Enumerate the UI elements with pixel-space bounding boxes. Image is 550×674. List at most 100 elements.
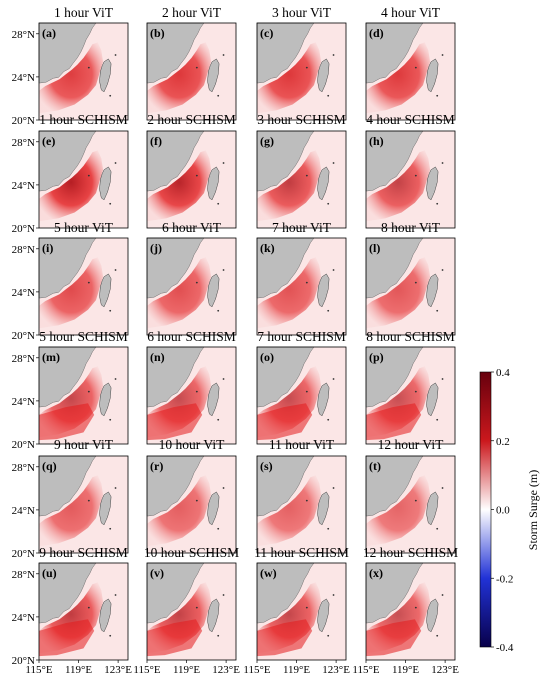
- surge-band: [147, 619, 203, 657]
- surge-band: [147, 403, 203, 441]
- panel-label: (b): [150, 26, 165, 40]
- small-island: [441, 162, 444, 164]
- surge-band: [366, 619, 422, 657]
- panel-title: 1 hour SCHISM: [39, 112, 128, 127]
- mainland: [365, 130, 424, 192]
- mainland: [38, 237, 97, 299]
- taiwan-island: [99, 598, 112, 633]
- y-tick-label: 20°N: [12, 115, 35, 127]
- panel-frame: [146, 455, 237, 554]
- panel-label: (o): [260, 350, 274, 364]
- mainland: [365, 237, 424, 299]
- map-panel: 4 hour ViT (d): [365, 5, 456, 121]
- y-tick-label: 20°N: [12, 439, 35, 451]
- panel-title: 8 hour SCHISM: [366, 329, 455, 344]
- small-island: [305, 606, 308, 609]
- small-island: [305, 499, 308, 502]
- colorbar-tick-label: 0.2: [496, 436, 510, 448]
- small-island: [222, 162, 225, 164]
- mainland: [38, 346, 97, 408]
- mainland: [365, 562, 424, 624]
- panel-title: 4 hour ViT: [381, 5, 441, 20]
- panel-frame: [38, 455, 129, 554]
- panel-frame: [146, 346, 237, 445]
- x-tick-label: 123°E: [322, 664, 350, 674]
- x-tick-label: 123°E: [212, 664, 240, 674]
- taiwan-island: [317, 598, 330, 633]
- panel-frame: [256, 237, 347, 336]
- panel-title: 1 hour ViT: [54, 5, 114, 20]
- small-island: [327, 309, 330, 312]
- panel-frame: [256, 130, 347, 229]
- map-panel: 8 hour SCHISM (p): [365, 329, 456, 445]
- small-island: [414, 499, 417, 502]
- taiwan-island: [207, 58, 220, 93]
- y-tick-label: 20°N: [12, 655, 35, 667]
- small-island: [327, 527, 330, 530]
- map-panel: 5 hour SCHISM (m) 28°N 24°N 20°N: [12, 329, 129, 451]
- small-island: [332, 487, 335, 489]
- taiwan-island: [317, 382, 330, 417]
- y-tick-label: 20°N: [12, 548, 35, 560]
- y-tick-label: 20°N: [12, 223, 35, 235]
- panel-label: (m): [42, 350, 60, 364]
- small-island: [441, 269, 444, 271]
- colorbar-ticks: 0.4 0.2 0.0 -0.2 -0.4: [491, 367, 514, 654]
- map-panel: 6 hour SCHISM (n): [146, 329, 237, 445]
- panel-title: 2 hour SCHISM: [147, 112, 236, 127]
- surge-field: [366, 42, 431, 114]
- taiwan-island: [426, 273, 439, 308]
- small-island: [109, 202, 112, 205]
- x-tick-label: 119°E: [173, 664, 200, 674]
- mainland: [365, 22, 424, 84]
- panel-title: 5 hour ViT: [54, 220, 114, 235]
- small-island: [195, 174, 198, 177]
- small-island: [441, 594, 444, 596]
- small-island: [195, 390, 198, 393]
- taiwan-island: [99, 382, 112, 417]
- panel-frame: [256, 346, 347, 445]
- panel-frame: [38, 22, 129, 121]
- small-island: [436, 309, 439, 312]
- surge-field: [39, 257, 104, 329]
- panel-label: (v): [150, 566, 164, 580]
- surge-band: [257, 619, 313, 657]
- panel-title: 6 hour SCHISM: [147, 329, 236, 344]
- y-tick-label: 24°N: [12, 180, 35, 192]
- x-tick-label: 115°E: [243, 664, 270, 674]
- panel-title: 5 hour SCHISM: [39, 329, 128, 344]
- surge-field: [39, 475, 104, 547]
- panel-title: 10 hour SCHISM: [144, 545, 239, 560]
- small-island: [414, 66, 417, 69]
- colorbar-tick-label: -0.4: [496, 642, 514, 654]
- small-island: [109, 634, 112, 637]
- map-panel: 1 hour ViT (a) 28°N 24°N 20°N: [12, 5, 129, 127]
- panel-frame: [146, 130, 237, 229]
- colorbar-rect: [479, 371, 492, 648]
- taiwan-island: [207, 273, 220, 308]
- map-panel: 2 hour SCHISM (f): [146, 112, 237, 229]
- map-panel: 8 hour ViT(l): [365, 220, 456, 336]
- panel-label: (r): [150, 459, 163, 473]
- taiwan-island: [426, 382, 439, 417]
- y-tick-label: 24°N: [12, 505, 35, 517]
- y-tick-label: 28°N: [12, 462, 35, 474]
- surge-field: [39, 150, 104, 222]
- x-tick-label: 119°E: [392, 664, 419, 674]
- small-island: [109, 418, 112, 421]
- y-tick-label: 28°N: [12, 244, 35, 256]
- colorbar: 0.4 0.2 0.0 -0.2 -0.4 Storm Surge (m): [479, 367, 540, 654]
- small-island: [332, 594, 335, 596]
- surge-field: [257, 257, 322, 329]
- small-island: [195, 66, 198, 69]
- small-island: [217, 418, 220, 421]
- panel-label: (h): [369, 134, 384, 148]
- small-island: [87, 66, 90, 69]
- surge-field: [257, 475, 322, 547]
- small-island: [441, 54, 444, 56]
- panel-frame: [365, 130, 456, 229]
- y-tick-label: 28°N: [12, 29, 35, 41]
- small-island: [305, 390, 308, 393]
- panel-title: 9 hour ViT: [54, 437, 114, 452]
- map-panel: 12 hour ViT (t): [365, 437, 456, 554]
